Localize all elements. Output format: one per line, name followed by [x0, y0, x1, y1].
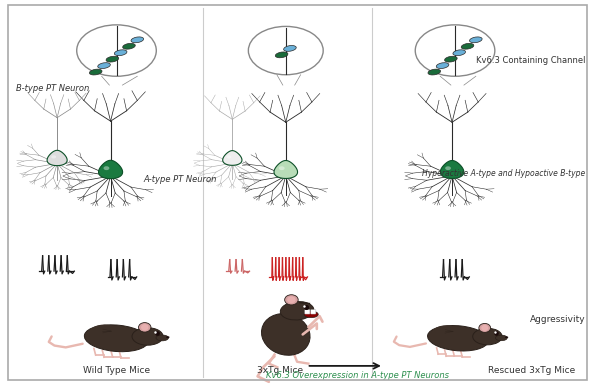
- Ellipse shape: [52, 155, 56, 159]
- Ellipse shape: [279, 166, 285, 170]
- Ellipse shape: [141, 324, 149, 331]
- Circle shape: [77, 25, 156, 76]
- Ellipse shape: [262, 314, 310, 355]
- Ellipse shape: [505, 336, 509, 338]
- Ellipse shape: [98, 63, 110, 69]
- FancyBboxPatch shape: [305, 310, 310, 314]
- Ellipse shape: [436, 63, 449, 69]
- Ellipse shape: [276, 52, 288, 58]
- Ellipse shape: [224, 155, 241, 164]
- Polygon shape: [47, 150, 67, 166]
- Ellipse shape: [287, 296, 296, 303]
- Ellipse shape: [481, 325, 488, 331]
- Ellipse shape: [89, 69, 102, 75]
- Ellipse shape: [106, 56, 119, 62]
- Ellipse shape: [84, 325, 149, 352]
- Text: Rescued 3xTg Mice: Rescued 3xTg Mice: [488, 366, 575, 375]
- Ellipse shape: [166, 336, 170, 338]
- Ellipse shape: [123, 44, 135, 49]
- Ellipse shape: [304, 311, 318, 318]
- Circle shape: [249, 27, 323, 75]
- Text: 3xTg Mice: 3xTg Mice: [257, 366, 303, 375]
- FancyBboxPatch shape: [311, 310, 316, 314]
- Ellipse shape: [441, 166, 462, 177]
- Ellipse shape: [461, 44, 474, 49]
- Ellipse shape: [49, 154, 66, 164]
- Ellipse shape: [285, 295, 298, 305]
- Ellipse shape: [114, 50, 127, 55]
- Ellipse shape: [428, 326, 488, 351]
- Ellipse shape: [132, 328, 163, 345]
- Ellipse shape: [428, 69, 440, 75]
- Ellipse shape: [284, 45, 297, 51]
- Ellipse shape: [156, 335, 168, 341]
- Polygon shape: [274, 161, 298, 179]
- Ellipse shape: [226, 156, 231, 159]
- Ellipse shape: [89, 325, 122, 345]
- Ellipse shape: [131, 37, 144, 43]
- Ellipse shape: [444, 56, 457, 62]
- Text: Kv6.3 Containing Channel: Kv6.3 Containing Channel: [476, 56, 586, 65]
- Text: Kv6.3 Overexpression in A-type PT Neurons: Kv6.3 Overexpression in A-type PT Neuron…: [265, 372, 449, 380]
- Ellipse shape: [431, 325, 463, 344]
- Ellipse shape: [470, 37, 482, 43]
- Text: Wild Type Mice: Wild Type Mice: [83, 366, 150, 375]
- Polygon shape: [223, 151, 242, 165]
- Ellipse shape: [100, 165, 121, 177]
- Ellipse shape: [280, 301, 314, 320]
- Polygon shape: [99, 160, 123, 179]
- Text: A-type PT Neuron: A-type PT Neuron: [143, 174, 217, 184]
- Ellipse shape: [479, 323, 491, 332]
- Text: Aggressivity: Aggressivity: [530, 315, 586, 323]
- Ellipse shape: [495, 335, 507, 341]
- Circle shape: [415, 25, 495, 76]
- Ellipse shape: [138, 323, 151, 332]
- Ellipse shape: [104, 166, 110, 170]
- Ellipse shape: [473, 328, 502, 345]
- Polygon shape: [440, 161, 464, 179]
- Text: B-type PT Neuron: B-type PT Neuron: [16, 84, 89, 94]
- Ellipse shape: [445, 166, 451, 170]
- Ellipse shape: [453, 50, 465, 55]
- Ellipse shape: [276, 166, 296, 177]
- Text: Hyperactive A-type and Hypoactive B-type: Hyperactive A-type and Hypoactive B-type: [422, 169, 586, 178]
